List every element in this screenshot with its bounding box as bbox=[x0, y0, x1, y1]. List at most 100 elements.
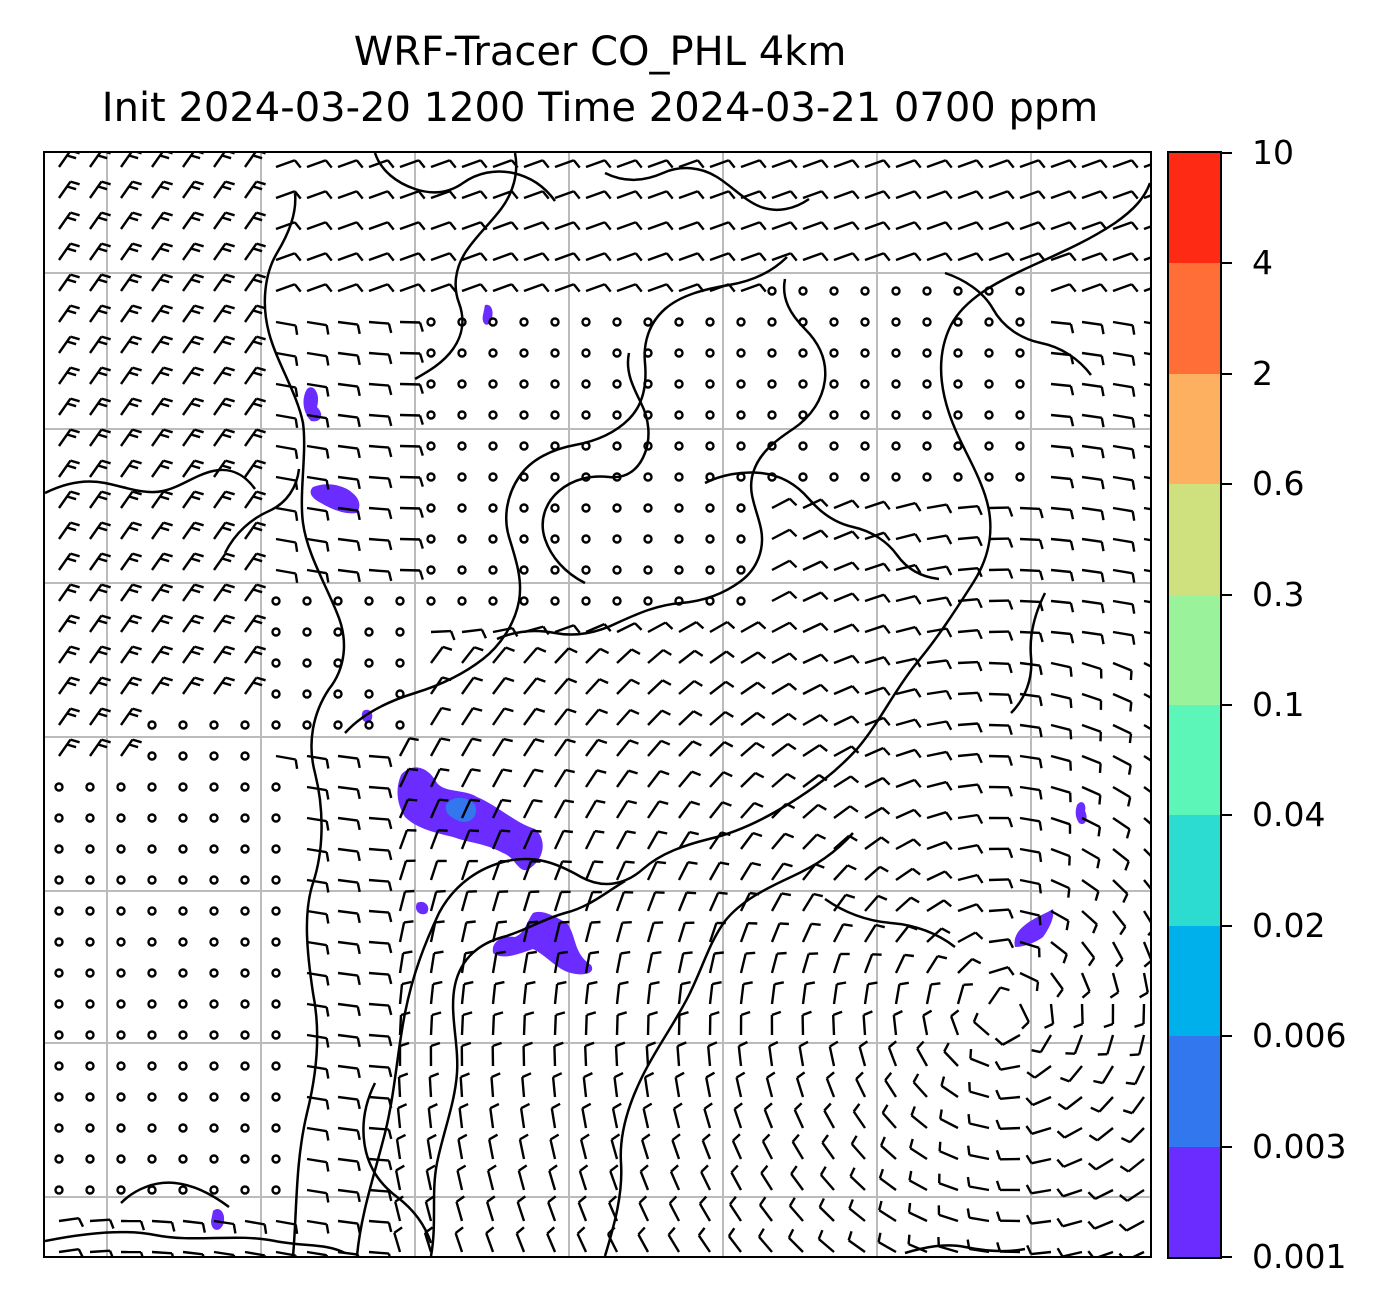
wind-barb bbox=[616, 159, 643, 169]
wind-barb bbox=[1050, 283, 1077, 293]
wind-barb bbox=[396, 1103, 408, 1129]
wind-barb bbox=[1112, 537, 1136, 552]
wind-barb bbox=[616, 678, 641, 695]
wind-barb bbox=[1112, 723, 1133, 744]
calm-wind-circle bbox=[736, 503, 746, 513]
calm-wind-circle bbox=[426, 534, 436, 544]
wind-barb bbox=[244, 583, 266, 602]
calm-wind-circle bbox=[922, 472, 932, 482]
wind-barb bbox=[771, 159, 798, 169]
wind-barb bbox=[58, 1248, 84, 1256]
wind-barb bbox=[677, 921, 695, 943]
wind-barb bbox=[1143, 287, 1150, 293]
wind-barb bbox=[895, 563, 922, 574]
colorbar-tick-label: 0.3 bbox=[1252, 574, 1305, 614]
wind-barb bbox=[461, 221, 488, 231]
wind-barb bbox=[584, 769, 607, 788]
calm-wind-circle bbox=[85, 1030, 95, 1040]
wind-barb bbox=[802, 221, 829, 231]
wind-barb bbox=[862, 1010, 873, 1036]
wind-barb bbox=[1025, 1125, 1052, 1135]
wind-barb bbox=[937, 1236, 959, 1254]
wind-barb bbox=[802, 683, 829, 696]
wind-barb bbox=[740, 221, 767, 231]
calm-wind-circle bbox=[488, 410, 498, 420]
wind-barb bbox=[337, 506, 361, 521]
wind-barb bbox=[1081, 252, 1108, 262]
calm-wind-circle bbox=[116, 1154, 126, 1164]
calm-wind-circle bbox=[705, 348, 715, 358]
wind-barb bbox=[491, 1011, 504, 1036]
wind-barb bbox=[522, 980, 536, 1005]
wind-barb bbox=[801, 981, 816, 1005]
calm-wind-circle bbox=[829, 472, 839, 482]
wind-barb bbox=[614, 1041, 626, 1067]
wind-barb bbox=[926, 503, 953, 514]
calm-wind-circle bbox=[457, 503, 467, 513]
wind-barb bbox=[709, 620, 736, 634]
calm-wind-circle bbox=[798, 472, 808, 482]
calm-wind-circle bbox=[364, 689, 374, 699]
colorbar-tick-label: 2 bbox=[1252, 353, 1273, 393]
wind-barb bbox=[639, 1164, 650, 1191]
wind-barb bbox=[647, 709, 671, 726]
wind-barb bbox=[579, 1133, 590, 1160]
wind-barb bbox=[151, 397, 173, 416]
wind-barb bbox=[275, 351, 299, 366]
wind-barb bbox=[771, 652, 798, 665]
wind-barb bbox=[957, 931, 984, 944]
calm-wind-circle bbox=[209, 875, 219, 885]
wind-barb bbox=[182, 614, 204, 633]
calm-wind-circle bbox=[674, 565, 684, 575]
wind-barb bbox=[957, 873, 984, 884]
wind-barb bbox=[1050, 351, 1075, 365]
wind-barb bbox=[120, 490, 142, 509]
wind-barb bbox=[522, 890, 540, 912]
calm-wind-circle bbox=[643, 503, 653, 513]
wind-barb bbox=[757, 1228, 773, 1253]
wind-barb bbox=[879, 1136, 897, 1160]
wind-barb bbox=[120, 242, 142, 261]
wind-barb bbox=[606, 1226, 619, 1253]
calm-wind-circle bbox=[767, 286, 777, 296]
calm-wind-circle bbox=[643, 410, 653, 420]
wind-barb bbox=[368, 444, 393, 458]
wind-barb bbox=[521, 1072, 532, 1098]
calm-wind-circle bbox=[829, 379, 839, 389]
colorbar-segment bbox=[1169, 815, 1220, 926]
wind-barb bbox=[761, 1133, 774, 1160]
calm-wind-circle bbox=[395, 627, 405, 637]
wind-barb bbox=[1050, 190, 1077, 200]
calm-wind-circle bbox=[178, 937, 188, 947]
wind-barb bbox=[1050, 785, 1072, 803]
calm-wind-circle bbox=[643, 472, 653, 482]
wind-barb bbox=[244, 273, 266, 292]
wind-barb bbox=[823, 1102, 836, 1129]
wind-barb bbox=[926, 689, 953, 700]
wind-barb bbox=[615, 799, 637, 819]
wind-barb bbox=[368, 475, 393, 489]
coastline bbox=[263, 192, 346, 1256]
calm-wind-circle bbox=[457, 348, 467, 358]
calm-wind-circle bbox=[426, 379, 436, 389]
calm-wind-circle bbox=[240, 906, 250, 916]
calm-wind-circle bbox=[85, 1092, 95, 1102]
wind-barb bbox=[182, 459, 204, 478]
calm-wind-circle bbox=[178, 999, 188, 1009]
wind-barb bbox=[832, 952, 850, 974]
wind-barb bbox=[58, 490, 80, 509]
wind-barb bbox=[399, 413, 424, 425]
wind-barb bbox=[1112, 382, 1136, 397]
wind-barb bbox=[460, 1041, 472, 1067]
wind-barb bbox=[1087, 1219, 1114, 1230]
calm-wind-circle bbox=[736, 472, 746, 482]
wind-barb bbox=[522, 860, 541, 881]
wind-barb bbox=[182, 397, 204, 416]
wind-barb bbox=[1112, 817, 1131, 839]
wind-barb bbox=[864, 836, 890, 850]
wind-barb bbox=[213, 583, 235, 602]
calm-wind-circle bbox=[333, 720, 343, 730]
wind-barb bbox=[995, 1211, 1021, 1223]
wind-barb bbox=[491, 860, 510, 881]
wind-barb bbox=[430, 629, 456, 641]
